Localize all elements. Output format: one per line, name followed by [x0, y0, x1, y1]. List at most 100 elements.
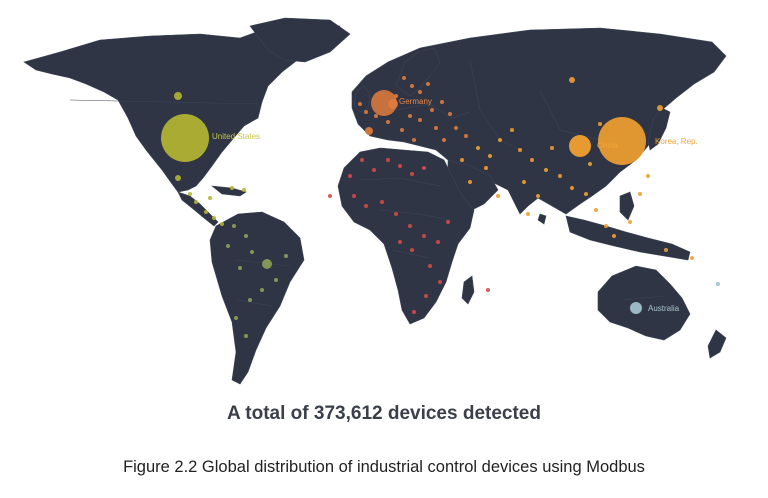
- landmasses: [23, 17, 727, 385]
- land-eurasia: [351, 27, 727, 215]
- marker-dot: [424, 294, 428, 298]
- marker-dot: [328, 194, 332, 198]
- marker-dot: [394, 94, 398, 98]
- marker-dot: [352, 194, 356, 198]
- marker-australia: [630, 302, 642, 314]
- marker-dot: [208, 196, 212, 200]
- marker-dot: [518, 148, 522, 152]
- marker-brazil: [262, 259, 272, 269]
- marker-dot: [394, 212, 398, 216]
- marker-dot: [188, 192, 192, 196]
- land-southeast-asia: [565, 215, 691, 261]
- marker-germany-inner: [388, 99, 398, 109]
- marker-dot: [498, 138, 502, 142]
- marker-dot: [544, 168, 548, 172]
- marker-japan: [657, 105, 663, 111]
- marker-dot: [212, 216, 216, 220]
- marker-dot: [386, 120, 390, 124]
- marker-dot: [358, 102, 362, 106]
- world-map-svg: United States Germany China Korea, Rep. …: [23, 17, 727, 385]
- marker-dot: [488, 154, 492, 158]
- marker-dot: [410, 84, 414, 88]
- marker-dot: [442, 138, 446, 142]
- marker-china: [569, 135, 591, 157]
- marker-dot: [510, 128, 514, 132]
- marker-dot: [628, 220, 632, 224]
- marker-dot: [374, 114, 378, 118]
- marker-dot: [536, 194, 540, 198]
- marker-dot: [412, 138, 416, 142]
- marker-dot: [496, 194, 500, 198]
- marker-dot: [226, 244, 230, 248]
- marker-mexico: [175, 175, 181, 181]
- land-japan: [647, 107, 671, 151]
- marker-dot: [460, 158, 464, 162]
- marker-dot: [646, 174, 650, 178]
- marker-dot: [408, 224, 412, 228]
- land-south-america: [209, 211, 305, 385]
- marker-dot: [242, 188, 246, 192]
- land-scandinavia: [395, 47, 441, 97]
- marker-dot: [234, 316, 238, 320]
- marker-dot: [402, 76, 406, 80]
- marker-dot: [716, 282, 720, 286]
- marker-dot: [428, 264, 432, 268]
- marker-dot: [448, 112, 452, 116]
- land-madagascar: [461, 275, 475, 305]
- marker-russia-east: [569, 77, 575, 83]
- marker-dot: [244, 334, 248, 338]
- marker-dot: [422, 166, 426, 170]
- marker-dot: [418, 90, 422, 94]
- label-germany: Germany: [399, 97, 432, 106]
- marker-dot: [454, 126, 458, 130]
- marker-dot: [476, 146, 480, 150]
- label-korea: Korea, Rep.: [655, 137, 698, 146]
- marker-united-states: [161, 114, 209, 162]
- marker-dot: [464, 134, 468, 138]
- marker-dot: [430, 108, 434, 112]
- land-greenland: [249, 17, 351, 63]
- marker-dot: [248, 298, 252, 302]
- land-central-america: [177, 191, 219, 227]
- marker-dot: [364, 204, 368, 208]
- marker-dot: [530, 158, 534, 162]
- label-china: China: [597, 141, 618, 150]
- land-caribbean: [211, 185, 247, 197]
- marker-dot: [690, 256, 694, 260]
- marker-dot: [604, 224, 608, 228]
- device-markers: [161, 76, 720, 338]
- marker-dot: [422, 234, 426, 238]
- marker-dot: [598, 122, 602, 126]
- marker-dot: [244, 234, 248, 238]
- marker-dot: [412, 310, 416, 314]
- marker-dot: [360, 158, 364, 162]
- marker-dot: [426, 82, 430, 86]
- marker-dot: [230, 186, 234, 190]
- marker-dot: [238, 266, 242, 270]
- marker-dot: [274, 278, 278, 282]
- label-australia: Australia: [648, 304, 680, 313]
- land-philippines: [619, 191, 635, 221]
- marker-canada: [174, 92, 182, 100]
- marker-dot: [594, 208, 598, 212]
- marker-dot: [398, 240, 402, 244]
- world-map: United States Germany China Korea, Rep. …: [23, 17, 727, 385]
- marker-dot: [232, 224, 236, 228]
- marker-dot: [486, 288, 490, 292]
- marker-dot: [664, 248, 668, 252]
- marker-dot: [612, 234, 616, 238]
- marker-dot: [558, 174, 562, 178]
- marker-dot: [204, 210, 208, 214]
- marker-dot: [408, 114, 412, 118]
- marker-dot: [380, 200, 384, 204]
- marker-dot: [522, 180, 526, 184]
- marker-spain: [365, 127, 373, 135]
- marker-dot: [410, 248, 414, 252]
- marker-dot: [372, 168, 376, 172]
- marker-dot: [434, 126, 438, 130]
- marker-dot: [438, 280, 442, 284]
- figure-caption: Figure 2.2 Global distribution of indust…: [123, 458, 645, 476]
- marker-dot: [250, 250, 254, 254]
- land-australia: [597, 265, 691, 341]
- marker-dot: [418, 118, 422, 122]
